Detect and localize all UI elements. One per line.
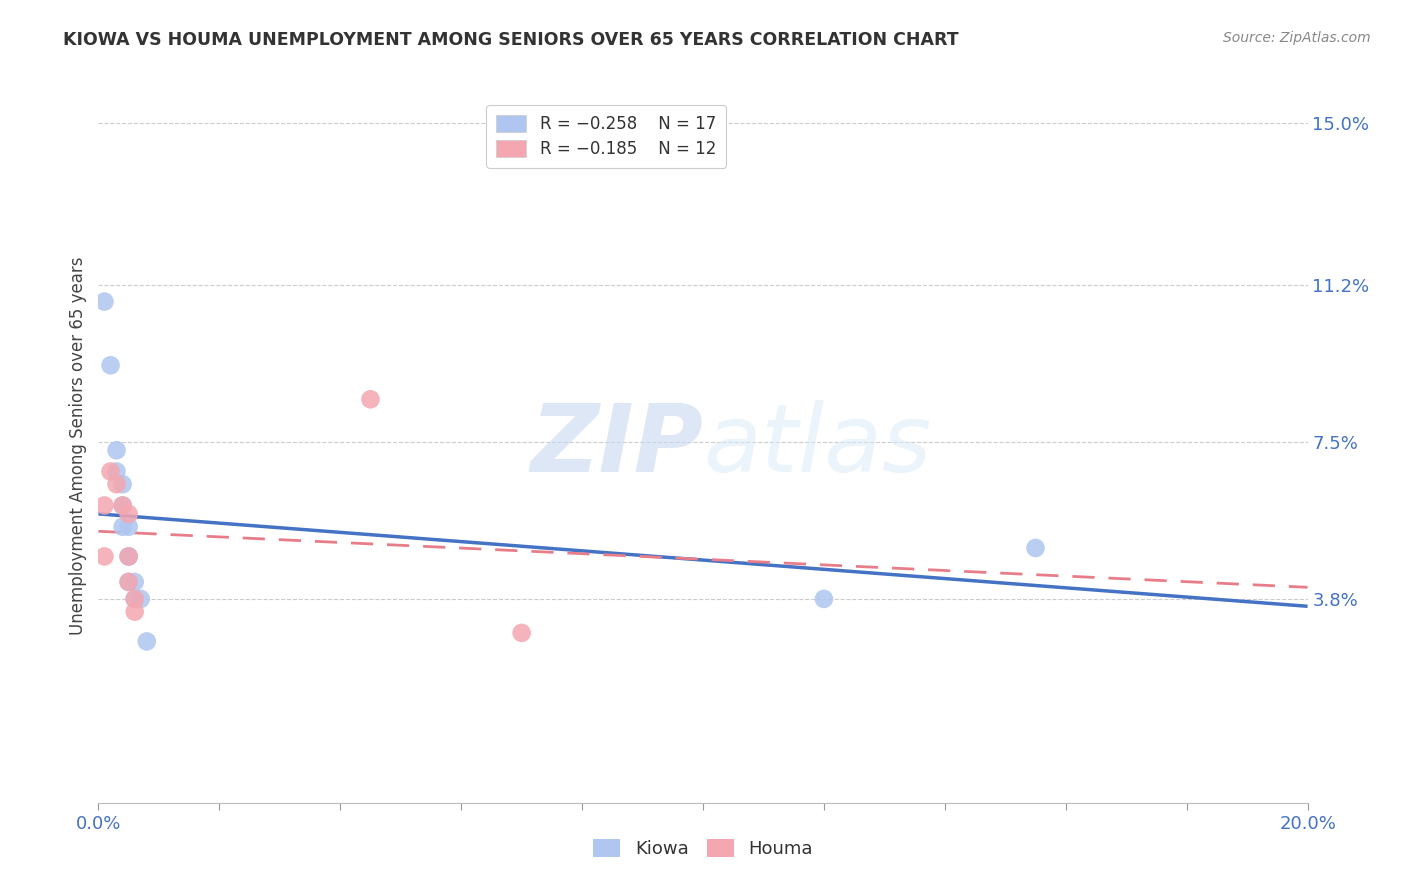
Text: KIOWA VS HOUMA UNEMPLOYMENT AMONG SENIORS OVER 65 YEARS CORRELATION CHART: KIOWA VS HOUMA UNEMPLOYMENT AMONG SENIOR… [63,31,959,49]
Point [111,477,134,491]
Point [111,499,134,513]
Point [111,519,134,533]
Point [118,549,141,564]
Text: Source: ZipAtlas.com: Source: ZipAtlas.com [1223,31,1371,45]
Point [124,574,146,589]
Point [93,294,115,309]
Point [510,626,533,640]
Point [124,605,146,619]
Y-axis label: Unemployment Among Seniors over 65 years: Unemployment Among Seniors over 65 years [69,257,87,635]
Point [124,591,146,606]
Point [105,477,128,491]
Point [118,574,141,589]
Point [100,359,122,373]
Point [118,549,141,564]
Point [124,591,146,606]
Point [129,591,152,606]
Point [100,465,122,479]
Point [93,499,115,513]
Point [93,549,115,564]
Point [360,392,382,407]
Point [118,549,141,564]
Legend: Kiowa, Houma: Kiowa, Houma [586,831,820,865]
Point [105,465,128,479]
Point [135,634,157,648]
Point [813,591,835,606]
Point [118,507,141,521]
Point [118,574,141,589]
Text: atlas: atlas [703,401,931,491]
Text: ZIP: ZIP [530,400,703,492]
Point [105,443,128,458]
Point [1024,541,1046,555]
Point [118,519,141,533]
Point [111,499,134,513]
